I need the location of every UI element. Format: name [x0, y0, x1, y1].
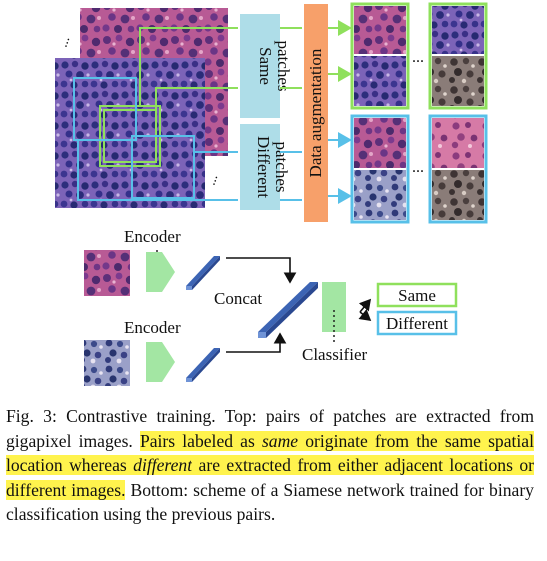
- encoder-top-label: Encoder: [124, 227, 181, 246]
- same-augmented-pair-1: [350, 2, 410, 110]
- output-arrow-different: [358, 309, 372, 321]
- extraction-arrows: [77, 27, 238, 201]
- feature-layer-bottom: [186, 348, 220, 382]
- emphasis-same: same: [261, 430, 299, 451]
- same-augmented-pair-2: [428, 2, 488, 110]
- same-patches-label: Same: [256, 47, 275, 85]
- augmented-patch: [354, 118, 406, 168]
- different-location-box: [73, 77, 137, 141]
- input-patch-top: [84, 250, 130, 296]
- output-arrow-same: [358, 298, 372, 313]
- encoder-top: [146, 252, 175, 292]
- input-patch-bottom: [84, 340, 130, 386]
- highlighted-text: Pairs labeled as: [139, 430, 255, 451]
- stack-ellipsis: ...: [204, 172, 222, 187]
- augmentation-output-arrows: [328, 20, 352, 204]
- output-different-label: Different: [386, 314, 448, 333]
- different-location-box: [131, 135, 195, 199]
- augmented-patch: [432, 6, 484, 54]
- augmentation-input-arrows: [280, 27, 302, 201]
- different-patches-box: [240, 124, 280, 210]
- gigapixel-image-stack: ... ...: [55, 8, 228, 208]
- emphasis-different: different: [133, 455, 193, 475]
- output-different-box: [376, 310, 458, 336]
- different-augmented-pair-2: [428, 114, 488, 224]
- encoder-bottom: [146, 342, 175, 382]
- pairs-ellipsis: ...: [412, 49, 424, 66]
- same-patches-label: patches: [274, 41, 293, 92]
- output-same-label: Same: [398, 286, 436, 305]
- feature-layer-top: [186, 256, 220, 290]
- augmented-patch: [432, 56, 484, 106]
- encoder-bottom-label: Encoder: [124, 318, 181, 337]
- augmented-patch: [354, 6, 406, 54]
- concat-input-arrow: [226, 332, 287, 353]
- augmented-patch: [432, 170, 484, 220]
- output-same-box: [376, 282, 458, 308]
- classifier-label: Classifier: [302, 345, 367, 364]
- contrastive-training-figure: ... ... Same patches Different patches D…: [55, 2, 488, 386]
- same-patches-box: [240, 14, 280, 118]
- concat-label: Concat: [214, 289, 262, 308]
- gigapixel-image-front: [55, 58, 205, 208]
- augmented-patch: [432, 118, 484, 168]
- concat-layer: [258, 282, 318, 338]
- data-augmentation-label: Data augmentation: [306, 48, 325, 177]
- figure-caption: Fig. 3: Contrastive training. Top: pairs…: [6, 404, 535, 527]
- stack-ellipsis: ...: [56, 34, 74, 49]
- augmented-patch: [354, 170, 406, 220]
- data-augmentation-box: [304, 4, 328, 222]
- augmented-patch: [354, 56, 406, 106]
- caption-text: Bottom: scheme of a Siamese network trai…: [6, 479, 534, 525]
- caption-text: Contrastive training. Top: pairs of patc…: [6, 406, 535, 451]
- figure-number: Fig. 3:: [6, 406, 57, 426]
- different-patches-label: patches: [272, 142, 291, 193]
- concat-input-arrow: [226, 257, 297, 284]
- classifier-box: [322, 282, 346, 332]
- different-augmented-pair-1: [350, 114, 410, 224]
- different-patches-label: Different: [254, 136, 273, 198]
- pairs-ellipsis: ...: [412, 159, 424, 176]
